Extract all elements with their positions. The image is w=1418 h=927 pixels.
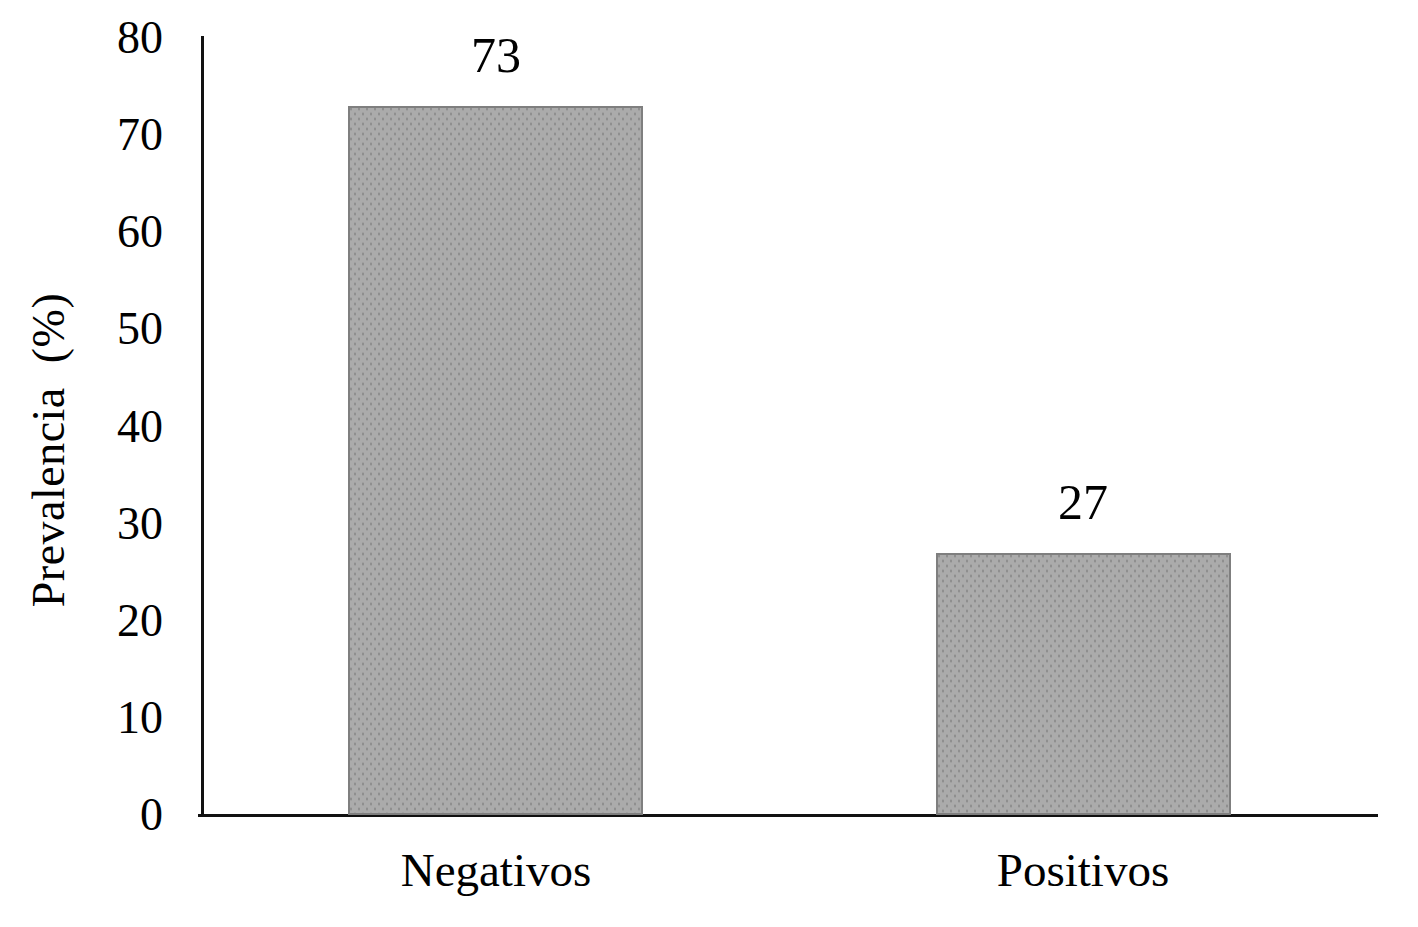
bar-value-label: 73 <box>471 30 521 80</box>
y-tick-label: 30 <box>0 501 163 547</box>
y-tick-label: 80 <box>0 15 163 61</box>
y-tick-label: 20 <box>0 598 163 644</box>
bar-positivos <box>936 553 1231 815</box>
x-category-label: Negativos <box>401 847 592 894</box>
y-tick-label: 50 <box>0 306 163 352</box>
y-tick-label: 70 <box>0 112 163 158</box>
bar-chart: Prevalencia (%) 01020304050607080 73Nega… <box>0 0 1418 927</box>
x-category-label: Positivos <box>997 847 1169 894</box>
y-axis-line <box>201 36 204 817</box>
y-tick-label: 40 <box>0 404 163 450</box>
bar-negativos <box>348 106 643 815</box>
y-tick-label: 60 <box>0 209 163 255</box>
y-tick-label: 0 <box>0 792 163 838</box>
y-tick-label: 10 <box>0 695 163 741</box>
bar-value-label: 27 <box>1058 477 1108 527</box>
